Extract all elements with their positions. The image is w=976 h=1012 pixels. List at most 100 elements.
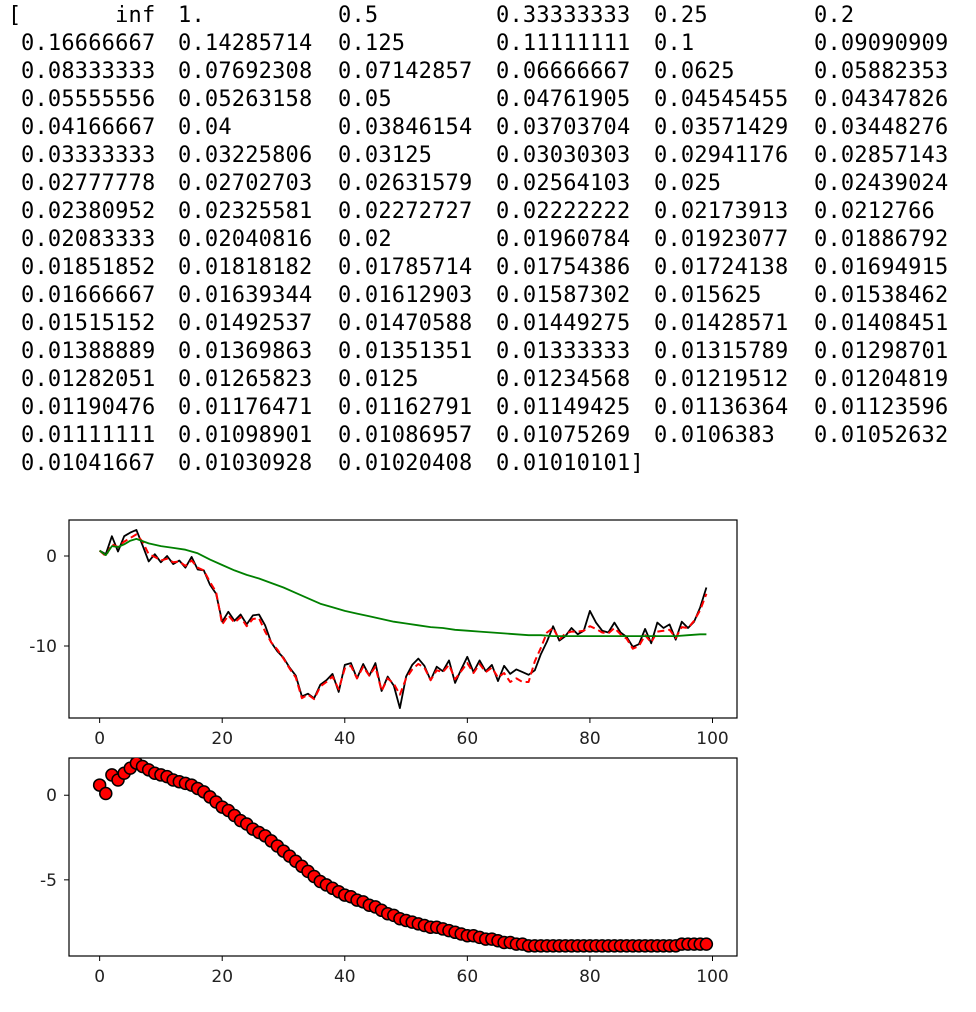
- array-value: 0.02272727: [338, 199, 473, 224]
- array-value: 0.02325581: [178, 199, 313, 224]
- array-row: 0.02083333 0.02040816 0.02 0.01960784 0.019…: [8, 226, 976, 254]
- series-line-0: [99, 529, 708, 709]
- array-value: 0.01818182: [178, 255, 313, 280]
- x-tick-label: 20: [211, 729, 233, 749]
- array-value: 0.01234568: [496, 367, 631, 392]
- array-value: 0.14285714: [178, 31, 313, 56]
- array-value: 0.02222222: [496, 199, 631, 224]
- array-value: 0.01851852: [21, 255, 156, 280]
- array-value: 0.02380952: [21, 199, 156, 224]
- array-value: 0.06666667: [496, 59, 631, 84]
- chart-bottom-scatter-plot: 0 20 40 60 80 100 0 -5: [40, 757, 738, 987]
- array-value: 0.05: [338, 87, 473, 112]
- array-value: 0.05882353: [814, 59, 949, 84]
- array-value: 0.04545455: [654, 87, 789, 112]
- array-value: 0.25: [654, 3, 789, 28]
- array-row: 0.01190476 0.01176471 0.01162791 0.01149425…: [8, 394, 976, 422]
- y-tick-label: -5: [40, 871, 57, 891]
- array-value: 0.015625: [654, 283, 789, 308]
- array-value: [: [8, 3, 22, 28]
- series-line-1: [98, 533, 708, 701]
- array-value: 0.01086957: [338, 423, 473, 448]
- y-tick-label: 0: [46, 547, 57, 567]
- array-value: 0.02: [338, 227, 473, 252]
- array-value: 0.02777778: [21, 171, 156, 196]
- plot-area: [98, 529, 708, 709]
- array-value: 0.02941176: [654, 143, 789, 168]
- y-tick-label: 0: [46, 786, 57, 806]
- array-value: 0.01587302: [496, 283, 631, 308]
- array-row: 0.01388889 0.01369863 0.01351351 0.01333333…: [8, 338, 976, 366]
- array-row: [ inf 1. 0.5 0.33333333 0.25 0.2: [8, 2, 976, 30]
- array-value: 0.03125: [338, 143, 473, 168]
- plot-area: [92, 758, 714, 953]
- array-value: 0.03571429: [654, 115, 789, 140]
- array-value: 0.01515152: [21, 311, 156, 336]
- x-tick-label: 60: [457, 729, 479, 749]
- array-value: 0.01388889: [21, 339, 156, 364]
- array-value: 0.5: [338, 3, 473, 28]
- array-value: 0.01282051: [21, 367, 156, 392]
- array-value: 0.03333333: [21, 143, 156, 168]
- array-value: 0.01123596: [814, 395, 949, 420]
- x-tick-label: 100: [696, 967, 728, 987]
- array-value: 0.0125: [338, 367, 473, 392]
- array-value: 0.01666667: [21, 283, 156, 308]
- array-row: 0.02380952 0.02325581 0.02272727 0.02222222…: [8, 198, 976, 226]
- array-value: 0.01428571: [654, 311, 789, 336]
- array-value: 0.01298701: [814, 339, 949, 364]
- array-value: 0.01020408: [338, 451, 473, 476]
- chart-top-line-plot: 0 20 40 60 80 100 0 -10: [29, 519, 738, 749]
- array-value: 0.01694915: [814, 255, 949, 280]
- array-row: 0.01111111 0.01098901 0.01086957 0.01075269…: [8, 422, 976, 450]
- array-value: 0.01136364: [654, 395, 789, 420]
- array-value: 0.01052632: [814, 423, 949, 448]
- array-value: 0.01408451: [814, 311, 949, 336]
- array-value: 0.01030928: [178, 451, 313, 476]
- array-value: 0.04347826: [814, 87, 949, 112]
- plot-frame: [68, 519, 738, 719]
- array-printout: [ inf 1. 0.5 0.33333333 0.25 0.2 0.16666667…: [8, 2, 976, 478]
- array-row: 0.01666667 0.01639344 0.01612903 0.01587302…: [8, 282, 976, 310]
- series-line-2: [99, 538, 707, 637]
- array-value: 0.02083333: [21, 227, 156, 252]
- array-value: 0.01639344: [178, 283, 313, 308]
- array-value: 0.02439024: [814, 171, 949, 196]
- array-value: 0.01075269: [496, 423, 631, 448]
- scatter-point: [99, 786, 113, 801]
- x-tick-label: 80: [579, 967, 601, 987]
- array-value: 0.03703704: [496, 115, 631, 140]
- array-value: 0.01449275: [496, 311, 631, 336]
- array-value: 0.02564103: [496, 171, 631, 196]
- array-value: 0.03030303: [496, 143, 631, 168]
- array-row: 0.03333333 0.03225806 0.03125 0.03030303 0.…: [8, 142, 976, 170]
- array-value: 0.02040816: [178, 227, 313, 252]
- array-value: 0.125: [338, 31, 473, 56]
- array-value: 0.04: [178, 115, 313, 140]
- array-value: 0.1: [654, 31, 789, 56]
- array-value: 0.05555556: [21, 87, 156, 112]
- array-value: 0.2: [814, 3, 855, 28]
- x-tick-label: 0: [94, 967, 105, 987]
- array-value: 0.03448276: [814, 115, 949, 140]
- array-value: 0.0212766: [814, 199, 936, 224]
- array-value: 0.01041667: [21, 451, 156, 476]
- array-value: 1.: [178, 3, 313, 28]
- array-row: 0.16666667 0.14285714 0.125 0.11111111 0.1 …: [8, 30, 976, 58]
- array-value: 0.03225806: [178, 143, 313, 168]
- array-value: 0.01886792: [814, 227, 949, 252]
- array-value: 0.04761905: [496, 87, 631, 112]
- array-value: 0.01333333: [496, 339, 631, 364]
- array-value: 0.04166667: [21, 115, 156, 140]
- array-value: 0.01162791: [338, 395, 473, 420]
- x-tick-label: 20: [211, 967, 233, 987]
- array-value: 0.01190476: [21, 395, 156, 420]
- array-value: 0.01492537: [178, 311, 313, 336]
- array-value: 0.01470588: [338, 311, 473, 336]
- array-value: 0.02631579: [338, 171, 473, 196]
- x-tick-label: 60: [457, 967, 479, 987]
- array-value: 0.025: [654, 171, 789, 196]
- array-value: 0.02857143: [814, 143, 949, 168]
- array-value: 0.01315789: [654, 339, 789, 364]
- array-value: 0.01612903: [338, 283, 473, 308]
